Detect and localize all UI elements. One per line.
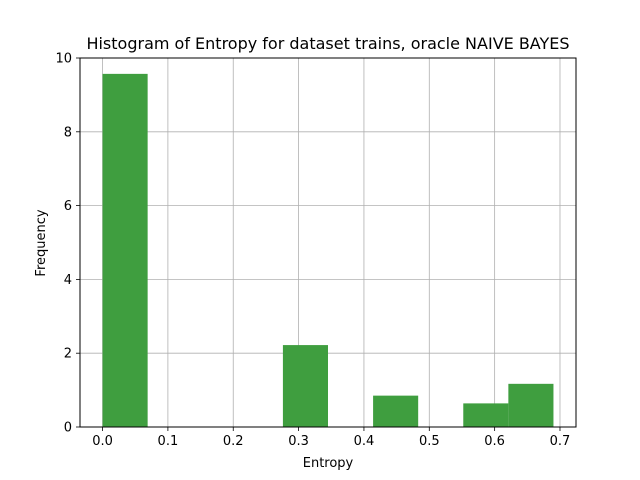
histogram-bar [102,73,148,427]
histogram-bars [102,73,554,427]
y-axis-label: Frequency [34,209,49,276]
histogram-bar [463,403,509,427]
x-tick-label: 0.2 [223,434,244,449]
axis-ticks: 0.0 0.1 0.2 0.3 0.4 0.5 0.6 0.7 0 2 4 6 8 10 [55,52,570,450]
x-tick-label: 0.0 [92,434,113,449]
plot-frame [79,57,577,428]
x-axis-label: Entropy [303,456,354,471]
x-tick-label: 0.7 [550,434,571,449]
histogram-bar [282,345,328,427]
x-tick-label: 0.3 [288,434,309,449]
y-tick-label: 6 [64,199,72,214]
x-tick-label: 0.5 [419,434,440,449]
histogram-bar [373,395,419,427]
y-tick-label: 4 [64,273,72,288]
y-tick-label: 0 [64,421,72,436]
chart-title: Histogram of Entropy for dataset trains,… [86,34,569,53]
x-tick-label: 0.6 [484,434,505,449]
x-tick-label: 0.4 [354,434,375,449]
histogram-bar [508,383,554,427]
y-tick-label: 10 [55,52,72,67]
x-tick-label: 0.1 [158,434,179,449]
y-tick-label: 2 [64,347,72,362]
y-tick-label: 8 [64,125,72,140]
